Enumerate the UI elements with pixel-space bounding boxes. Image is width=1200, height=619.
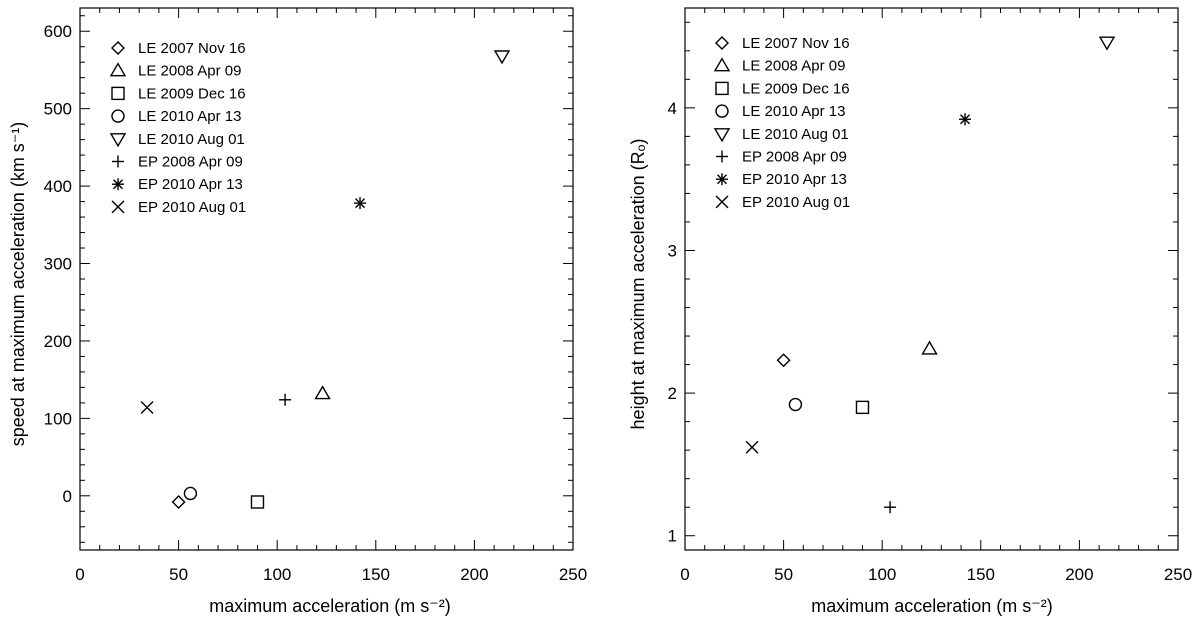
data-point-triangle-down [1098,36,1116,51]
legend-label: EP 2010 Apr 13 [742,171,847,188]
y-axis-label: speed at maximum acceleration (km s⁻¹) [8,122,28,447]
legend-marker-triangle-up-icon [713,57,731,72]
legend-marker-circle-icon [715,104,729,118]
data-point-diamond [171,495,186,509]
x-tick-label: 50 [169,565,188,584]
legend-marker-triangle-up-icon [109,62,127,77]
y-tick-label: 1 [668,527,677,546]
y-tick-label: 3 [668,241,677,260]
legend-label: EP 2010 Aug 01 [742,194,850,211]
x-tick-label: 50 [774,565,793,584]
data-point-plus [279,393,292,406]
x-tick-label: 250 [1164,565,1192,584]
x-tick-label: 0 [75,565,84,584]
legend-label: LE 2010 Aug 01 [138,131,245,148]
legend-label: LE 2007 Nov 16 [138,40,246,57]
y-axis-label: height at maximum acceleration (Rₒ) [628,139,648,430]
legend-label: LE 2009 Dec 16 [138,85,246,102]
y-tick-label: 0 [63,487,72,506]
legend-label: LE 2008 Apr 09 [742,58,845,75]
x-tick-label: 0 [680,565,689,584]
x-tick-label: 250 [559,565,587,584]
y-tick-label: 300 [44,255,72,274]
y-tick-label: 2 [668,384,677,403]
legend-marker-square-icon [715,81,729,96]
data-point-asterisk [354,197,367,210]
legend-marker-cross-icon [111,200,125,214]
height-scatter-panel: 0 50 100 150 200 250 1 2 3 4 maximum acceleration … [628,7,1192,616]
data-point-square [855,400,870,415]
legend-label: LE 2010 Apr 13 [138,108,241,125]
legend-marker-asterisk-icon [112,178,124,191]
legend-label: EP 2008 Apr 09 [138,154,243,171]
data-point-circle [183,486,198,501]
y-tick-label: 200 [44,332,72,351]
legend-marker-square-icon [111,86,125,101]
legend-label: EP 2010 Apr 13 [138,176,243,193]
legend-marker-plus-icon [112,155,124,168]
legend-label: EP 2008 Apr 09 [742,149,847,166]
data-point-asterisk [959,113,972,126]
x-tick-label: 200 [1065,565,1093,584]
legend-marker-diamond-icon [715,36,729,50]
x-tick-label: 200 [460,565,488,584]
legend-marker-diamond-icon [111,41,125,55]
legend-label: EP 2010 Aug 01 [138,199,246,216]
x-tick-label: 150 [967,565,995,584]
legend: LE 2007 Nov 16 LE 2008 Apr 09 LE 2009 Dec … [109,40,246,216]
y-tick-label: 500 [44,100,72,119]
x-axis-label: maximum acceleration (m s⁻²) [209,596,451,616]
legend-marker-cross-icon [715,195,729,209]
legend-label: LE 2007 Nov 16 [742,35,850,52]
y-tick-label: 4 [668,99,677,118]
data-point-circle [788,397,803,412]
data-point-cross [745,440,759,454]
data-point-triangle-up [921,340,938,355]
legend-marker-asterisk-icon [716,173,728,186]
legend-label: LE 2008 Apr 09 [138,63,241,80]
data-point-square [250,495,265,509]
legend-label: LE 2010 Aug 01 [742,126,849,143]
x-tick-label: 150 [362,565,390,584]
legend: LE 2007 Nov 16 LE 2008 Apr 09 LE 2009 Dec … [713,35,850,211]
y-tick-label: 100 [44,409,72,428]
data-point-plus [884,501,897,514]
legend-marker-plus-icon [716,150,728,163]
data-point-triangle-down [493,50,511,65]
data-point-cross [140,401,154,415]
legend-marker-triangle-down-icon [109,133,127,148]
x-tick-label: 100 [263,565,291,584]
y-tick-label: 600 [44,22,72,41]
legend-marker-triangle-down-icon [713,128,731,143]
data-point-diamond [776,353,791,368]
x-tick-label: 100 [868,565,896,584]
speed-scatter-panel: 0 50 100 150 200 250 0 100 200 300 400 500 600 maximu… [8,7,587,616]
legend-label: LE 2010 Apr 13 [742,103,845,120]
legend-label: LE 2009 Dec 16 [742,80,850,97]
x-axis-label: maximum acceleration (m s⁻²) [811,596,1053,616]
data-point-triangle-up [314,385,331,400]
y-tick-label: 400 [44,177,72,196]
legend-marker-circle-icon [111,109,125,123]
